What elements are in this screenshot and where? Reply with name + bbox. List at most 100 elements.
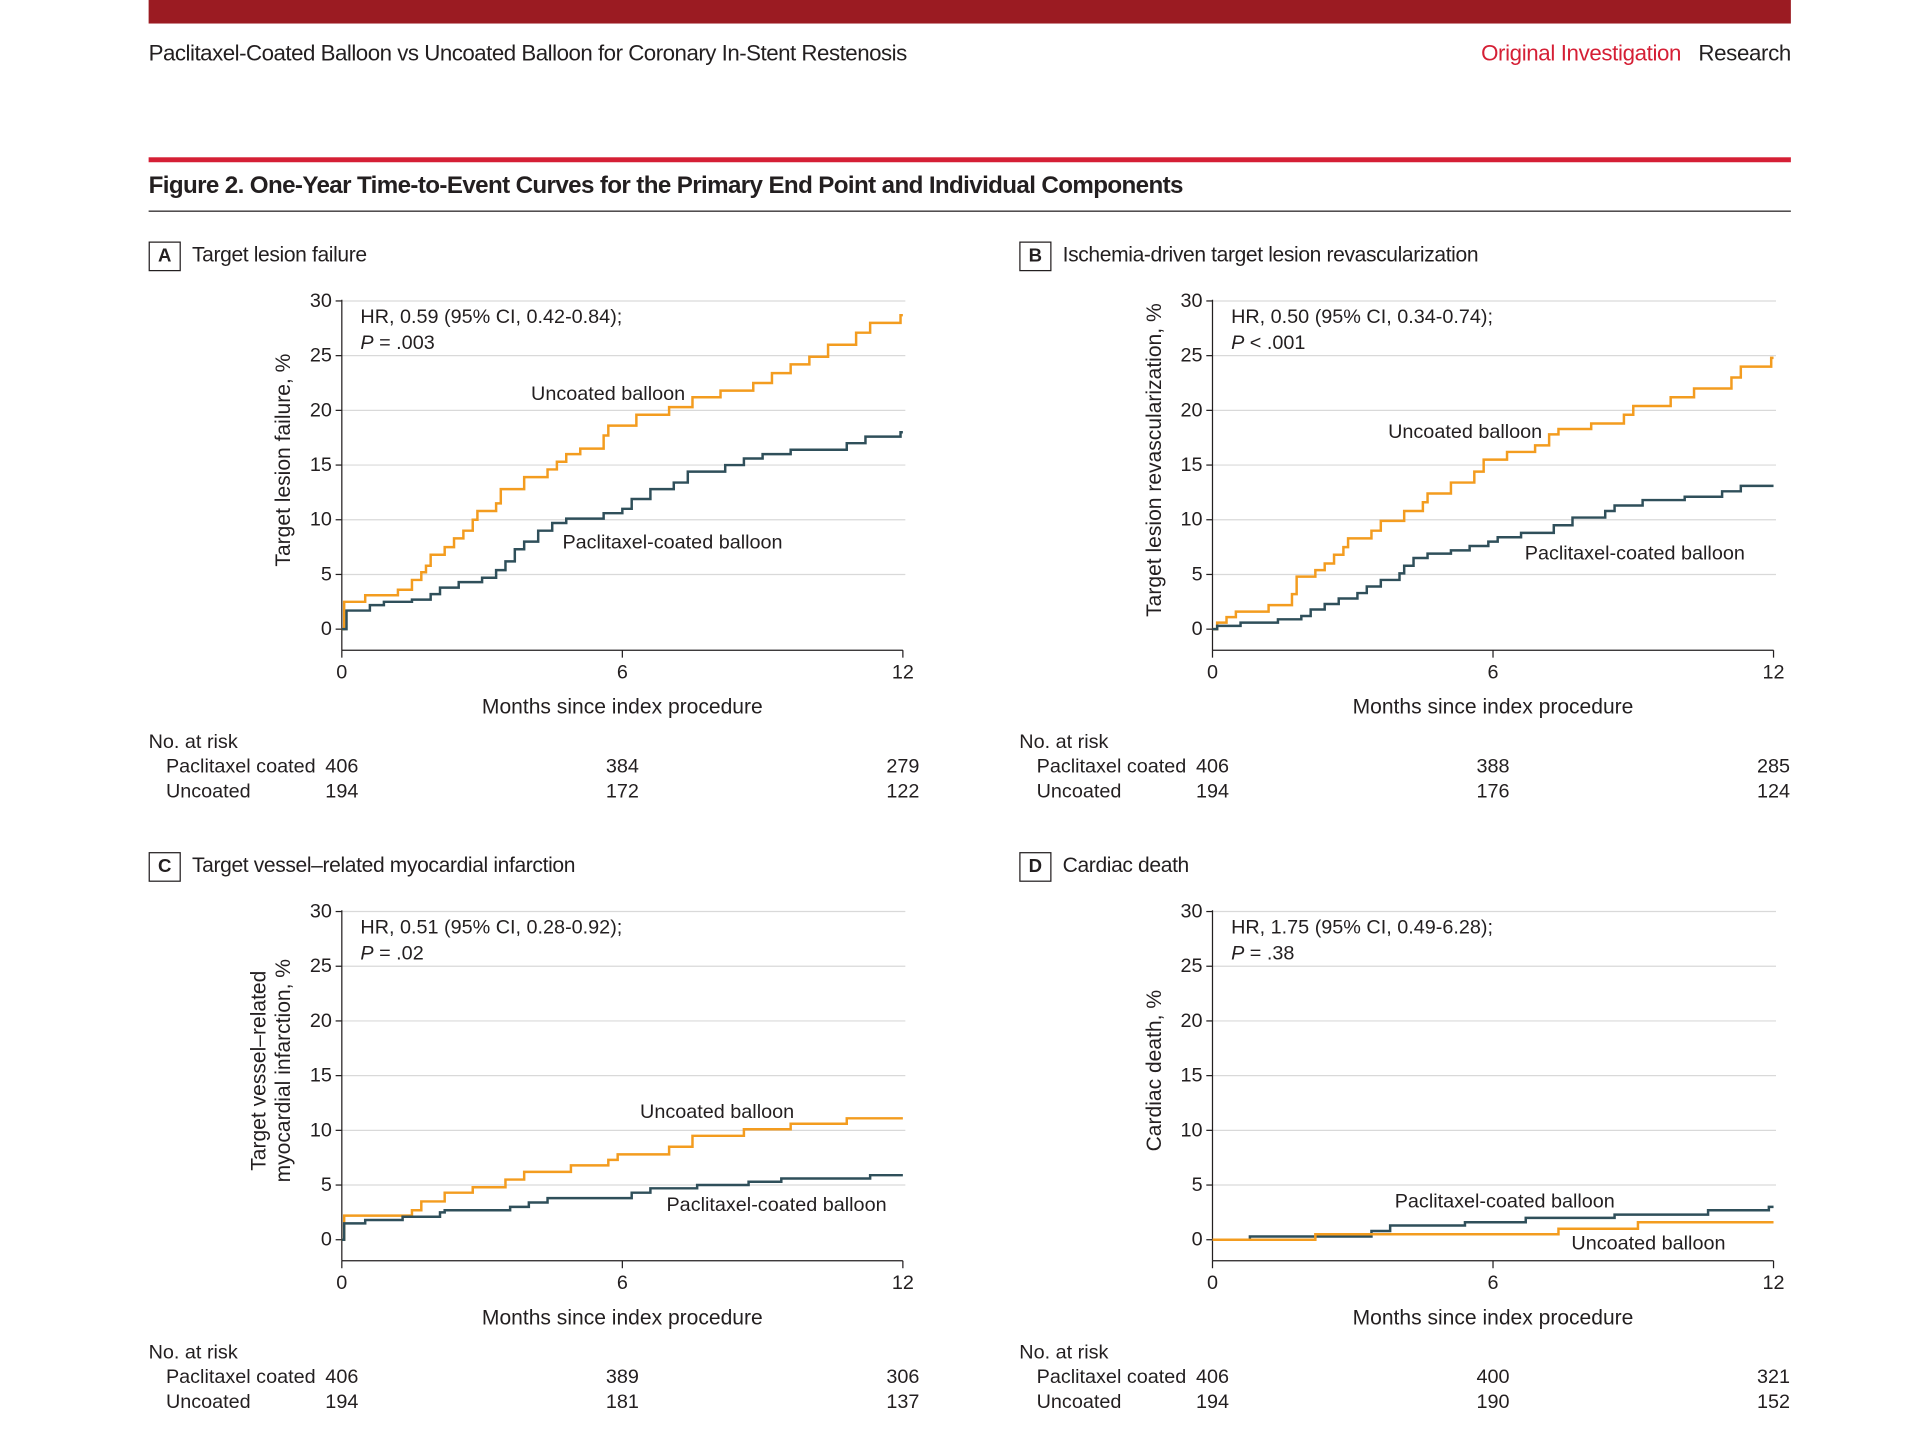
y-tick-label: 20 [1181, 399, 1203, 421]
risk-value: 152 [1757, 1391, 1790, 1413]
section-label: Original Investigation [1481, 40, 1682, 66]
risk-value: 406 [1196, 756, 1229, 778]
km-chart: 0 5 10 15 20 25 30 0 6 12 Months since index proce… [1019, 901, 1790, 1413]
series-line-paclitaxel [341, 1173, 903, 1241]
panel-a: A Target lesion failure 0 5 10 15 20 25 30 0 6 12 Mo… [148, 241, 1016, 824]
y-tick-label: 30 [310, 290, 332, 312]
y-axis-label: myocardial infarction, % [272, 959, 295, 1182]
y-tick-label: 0 [1192, 618, 1203, 640]
series-line-uncoated [1212, 1220, 1774, 1241]
panel-title: Target lesion failure [191, 242, 367, 267]
x-tick-label: 12 [1763, 662, 1785, 684]
y-tick-label: 5 [321, 1174, 332, 1196]
y-tick-label: 25 [1181, 345, 1203, 367]
risk-value: 279 [886, 756, 919, 778]
x-tick-label: 6 [1488, 662, 1499, 684]
y-tick-label: 30 [310, 901, 332, 923]
section-header: Original Investigation Research [1481, 41, 1791, 67]
risk-value: 389 [606, 1366, 639, 1388]
y-tick-label: 0 [1192, 1229, 1203, 1251]
risk-row-label: Uncoated [166, 1391, 251, 1413]
y-axis-label: Target lesion failure, % [272, 354, 295, 567]
panel-letter: D [1019, 852, 1052, 882]
panel-b: B Ischemia-driven target lesion revascula… [1019, 241, 1886, 824]
risk-value: 176 [1476, 780, 1509, 802]
risk-value: 400 [1476, 1366, 1509, 1388]
series-label: Uncoated balloon [531, 383, 685, 405]
p-value-text: P = .02 [360, 943, 423, 965]
series-label: Paclitaxel-coated balloon [1395, 1190, 1615, 1212]
x-tick-label: 12 [1763, 1272, 1785, 1294]
series-line-paclitaxel [341, 430, 903, 631]
series-line-paclitaxel [1212, 484, 1774, 631]
y-tick-label: 5 [321, 563, 332, 585]
risk-value: 124 [1757, 780, 1790, 802]
risk-row-label: Paclitaxel coated [166, 756, 316, 778]
x-tick-label: 0 [1207, 662, 1218, 684]
panel-letter: A [148, 241, 181, 272]
x-tick-label: 0 [1207, 1272, 1218, 1294]
risk-value: 406 [325, 756, 358, 778]
category-label: Research [1698, 40, 1791, 66]
risk-value: 194 [325, 1391, 358, 1413]
risk-row-label: Paclitaxel coated [1037, 756, 1187, 778]
risk-value: 194 [1196, 780, 1229, 802]
y-axis-label: Cardiac death, % [1143, 990, 1166, 1151]
y-tick-label: 30 [1181, 290, 1203, 312]
risk-value: 122 [886, 780, 919, 802]
risk-row-label: Uncoated [1037, 1391, 1122, 1413]
risk-value: 190 [1476, 1391, 1509, 1413]
risk-value: 388 [1476, 756, 1509, 778]
risk-row-label: Paclitaxel coated [166, 1366, 316, 1388]
page: Paclitaxel-Coated Balloon vs Uncoated Ba… [148, 0, 1886, 1413]
risk-value: 406 [325, 1366, 358, 1388]
risk-value: 306 [886, 1366, 919, 1388]
panel-title: Ischemia-driven target lesion revascular… [1062, 242, 1479, 267]
risk-table-header: No. at risk [1019, 731, 1108, 753]
series-label: Paclitaxel-coated balloon [1525, 543, 1745, 565]
risk-value: 137 [886, 1391, 919, 1413]
hazard-ratio-text: HR, 0.51 (95% CI, 0.28-0.92); [360, 917, 622, 939]
series-label: Uncoated balloon [1571, 1232, 1725, 1254]
risk-value: 181 [606, 1391, 639, 1413]
running-title: Paclitaxel-Coated Balloon vs Uncoated Ba… [148, 40, 908, 66]
x-axis-label: Months since index procedure [1353, 1306, 1634, 1329]
y-tick-label: 10 [1181, 509, 1203, 531]
p-value-text: P = .38 [1231, 943, 1294, 965]
x-tick-label: 0 [336, 662, 347, 684]
x-tick-label: 12 [892, 1272, 914, 1294]
series-label: Paclitaxel-coated balloon [666, 1194, 886, 1216]
risk-value: 172 [606, 780, 639, 802]
risk-value: 321 [1757, 1366, 1790, 1388]
risk-value: 406 [1196, 1366, 1229, 1388]
figure-title-rule [148, 210, 1791, 212]
panel-letter: C [148, 852, 181, 882]
x-axis-label: Months since index procedure [482, 696, 763, 719]
series-label: Uncoated balloon [640, 1101, 794, 1123]
x-tick-label: 6 [617, 1272, 628, 1294]
y-tick-label: 15 [1181, 1065, 1203, 1087]
y-tick-label: 10 [310, 1119, 332, 1141]
risk-row-label: Uncoated [166, 780, 251, 802]
y-tick-label: 30 [1181, 901, 1203, 923]
y-tick-label: 0 [321, 1229, 332, 1251]
y-tick-label: 25 [1181, 955, 1203, 977]
series-line-uncoated [341, 313, 903, 631]
p-value-text: P < .001 [1231, 332, 1305, 354]
x-tick-label: 0 [336, 1272, 347, 1294]
hazard-ratio-text: HR, 0.59 (95% CI, 0.42-0.84); [360, 306, 622, 328]
panel-title: Target vessel–related myocardial infarct… [191, 853, 576, 877]
y-tick-label: 20 [310, 1010, 332, 1032]
km-chart: 0 5 10 15 20 25 30 0 6 12 Months since index proce… [1019, 290, 1790, 802]
y-tick-label: 15 [310, 1065, 332, 1087]
y-tick-label: 15 [1181, 454, 1203, 476]
figure-top-rule [148, 157, 1791, 163]
x-axis-label: Months since index procedure [482, 1306, 763, 1329]
series-label: Uncoated balloon [1388, 421, 1542, 443]
series-label: Paclitaxel-coated balloon [562, 531, 782, 553]
x-tick-label: 6 [617, 662, 628, 684]
risk-row-label: Paclitaxel coated [1037, 1366, 1187, 1388]
risk-value: 384 [606, 756, 639, 778]
panel-c: C Target vessel–related myocardial infarc… [148, 852, 1016, 1434]
hazard-ratio-text: HR, 0.50 (95% CI, 0.34-0.74); [1231, 306, 1493, 328]
